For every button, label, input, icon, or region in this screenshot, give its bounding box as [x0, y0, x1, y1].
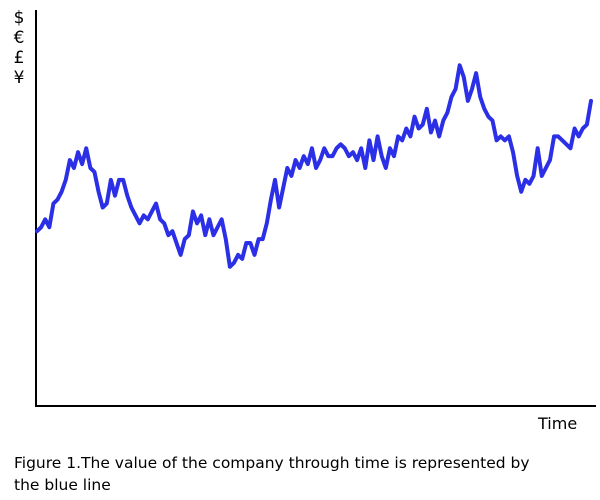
value-line [35, 63, 593, 269]
caption: Figure 1.The value of the company throug… [14, 454, 530, 494]
x-axis-label: Time [538, 414, 578, 433]
y-axis-label: $€£¥ [13, 8, 25, 88]
